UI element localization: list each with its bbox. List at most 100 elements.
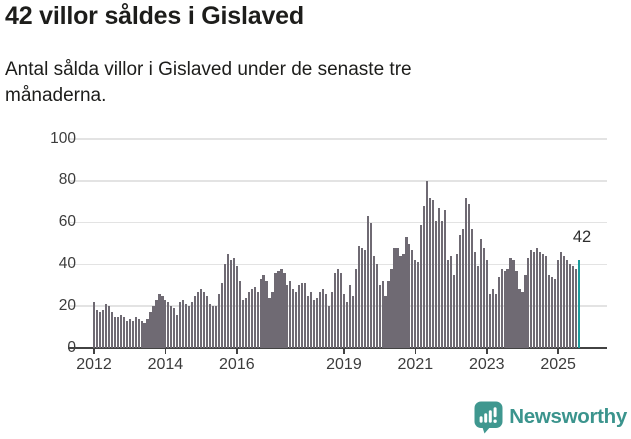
bar [494,293,497,348]
bar [197,291,200,348]
bar [173,308,176,348]
bar [191,302,194,348]
x-axis-tick-label: 2019 [326,356,362,373]
x-axis-tick [485,348,488,354]
bar [443,210,447,348]
x-axis-tick-label: 2014 [147,356,184,373]
bar [366,216,369,348]
bar [339,272,343,348]
bar [202,291,206,348]
bar [458,235,462,348]
bar [539,251,542,348]
bar [405,237,408,348]
bar [488,293,491,348]
bar [515,270,518,348]
bar [319,291,322,348]
bar [158,293,161,348]
bar [548,274,551,348]
bar [390,268,393,348]
bar [307,295,310,348]
bar [521,291,524,348]
page-subtitle: Antal sålda villor i Gislaved under de s… [5,59,412,106]
bar [571,266,575,348]
bar [286,285,289,348]
y-axis-tick-label: 80 [58,171,76,189]
bar [506,268,509,348]
bar [322,289,325,348]
bar [131,320,134,348]
bar [262,274,265,348]
bar [220,283,224,348]
bar [565,260,569,348]
bar [229,260,232,348]
bar [411,249,414,348]
x-axis-tick-label: 2012 [76,356,112,373]
bar [551,276,554,348]
bar [527,258,530,348]
y-axis-tick-label: 40 [58,254,76,272]
bar [298,285,301,348]
bar [256,291,259,348]
newsworthy-logo[interactable]: Newsworthy [474,400,627,434]
bar [330,291,334,348]
bar [283,272,286,348]
bar [170,306,173,348]
bar [449,256,453,348]
bar [152,306,155,348]
bar [313,299,316,348]
bar [244,297,247,348]
bar [232,258,235,348]
bar [95,310,99,348]
bar [393,247,396,348]
x-axis-tick-label: 2021 [397,356,434,373]
bar [277,270,280,348]
bar [188,306,191,348]
bar [375,264,378,348]
bar [381,281,384,348]
bar [137,318,140,348]
bar [369,222,372,348]
highlighted-bar [577,260,581,348]
bar [205,295,209,348]
bar [301,283,304,348]
bar [253,287,256,348]
bar [351,295,354,348]
bar [402,253,405,348]
x-axis-tick-label: 2023 [468,356,505,373]
bar [345,302,348,348]
bar [482,247,485,348]
bar [336,268,340,348]
bar [512,260,515,348]
bar [250,289,253,348]
bar [268,297,271,348]
gridline [68,221,607,224]
bar [125,320,128,348]
bar [161,295,164,348]
bar [238,281,241,348]
bar [568,264,572,348]
page-title: 42 villor såldes i Gislaved [5,2,304,30]
bar [200,289,203,348]
bar [140,320,143,348]
x-axis-tick [414,348,417,354]
bar [354,268,357,348]
bar [446,260,450,348]
y-axis-tick-label: 60 [58,213,76,231]
bar [179,302,182,348]
bar [211,306,215,348]
bar [414,260,417,348]
bar [387,281,390,348]
x-axis-line [68,347,607,350]
bar [372,256,375,348]
bar [98,312,102,348]
bar [128,318,131,348]
bar [348,285,351,348]
bar [155,299,158,348]
bar [545,256,548,348]
bar [560,251,563,348]
x-axis-tick [93,348,95,354]
bar [292,289,295,348]
bar [116,316,119,348]
